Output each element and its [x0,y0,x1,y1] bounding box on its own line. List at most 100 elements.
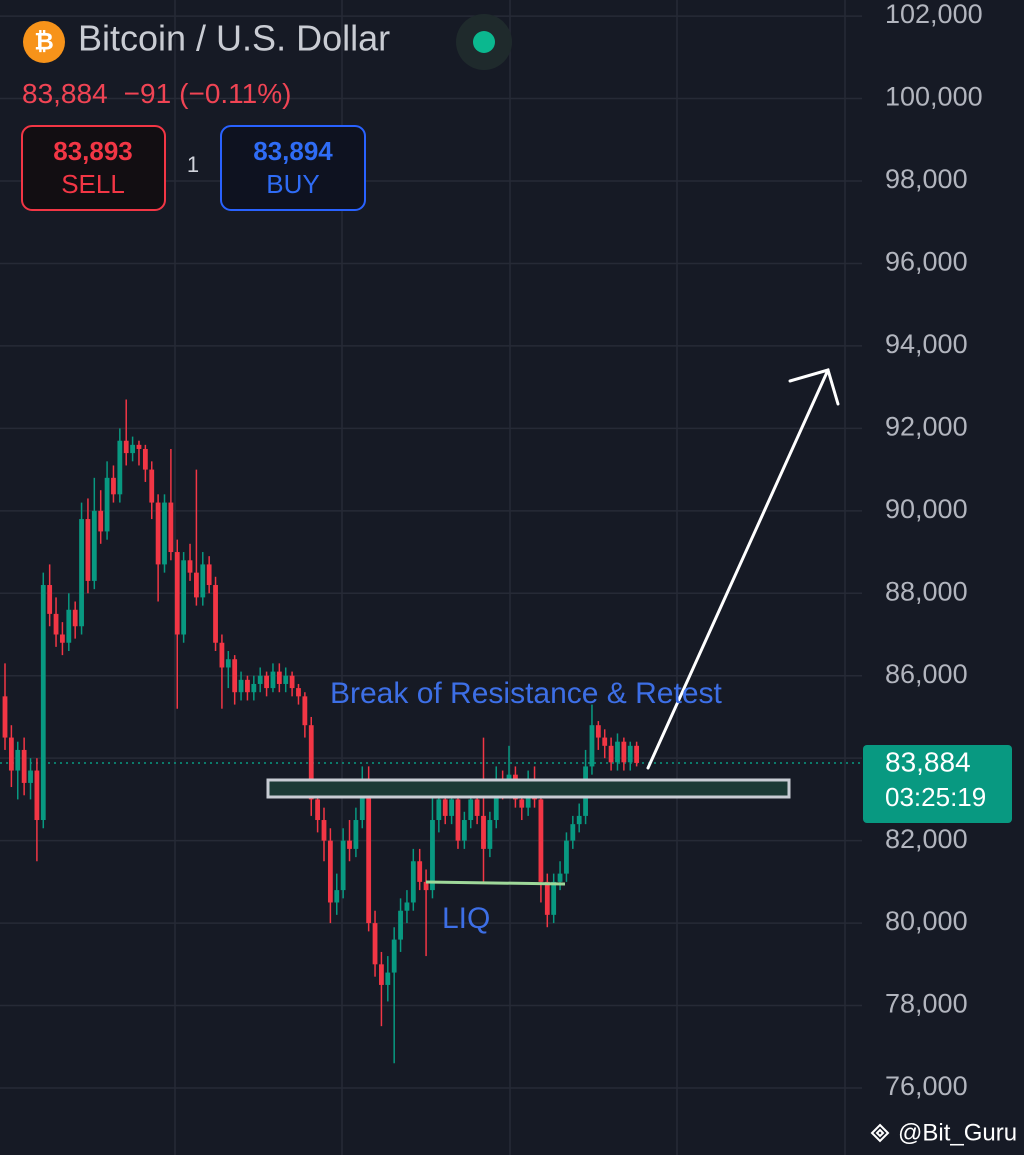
candle-body [270,671,276,689]
candle-body [219,642,225,668]
candle-body [404,902,410,911]
candle-body [232,659,238,693]
candle-body [493,778,499,821]
candle-body [461,820,467,841]
candle-body [385,972,391,985]
candle-body [85,519,91,581]
candle-body [449,799,454,816]
candle-body [168,502,174,553]
candle-body [21,749,27,783]
candle-body [615,741,620,763]
candle-body [570,824,576,841]
candle-body [487,820,493,849]
y-tick-label: 96,000 [885,247,968,277]
arrow [646,368,840,770]
candle-body [372,923,378,965]
candle-body [213,585,218,643]
candle-body [28,770,33,783]
candle-body [576,815,582,825]
candle-body [181,560,187,635]
candle-body [162,502,167,565]
symbol-title: Bitcoin / U.S. Dollar [78,18,390,59]
coin-icon [23,21,65,63]
resistance-zone [266,778,791,799]
candle-body [238,679,244,693]
watermark: @Bit_Guru [898,1119,1017,1146]
price-badge-countdown: 03:25:19 [885,782,986,812]
candle-body [34,770,40,821]
candle-body [47,585,53,614]
candle-body [251,683,257,693]
candle-body [544,881,550,915]
candle-body [257,675,263,684]
sell-button[interactable] [21,125,166,211]
candle-body [206,564,212,586]
watermark-icon [870,1123,890,1143]
candle-body [276,671,282,684]
candle-body [430,820,435,891]
candle-body [15,749,21,771]
candle-body [442,799,448,816]
candle-body [283,675,289,684]
candle-body [621,741,627,763]
y-tick-label: 90,000 [885,494,968,524]
candle-body [40,585,46,821]
y-tick-label: 102,000 [885,0,983,29]
price-badge-price: 83,884 [885,746,971,777]
candle-body [155,502,161,565]
candle-body [564,840,569,874]
candle-body [519,799,525,808]
candle-body [551,881,557,915]
arrow-shaft [646,368,830,770]
candle-body [289,675,295,689]
candle-body [595,725,601,738]
candle-body [474,799,480,816]
y-tick-label: 80,000 [885,906,968,936]
candle-body [327,840,333,903]
candle-body [130,444,135,454]
y-tick-label: 98,000 [885,164,968,194]
candle-body [187,560,193,573]
candle-body [334,890,340,903]
candle-body [194,572,199,598]
y-tick-label: 86,000 [885,659,968,689]
candle-body [136,444,142,449]
candle-body [627,745,633,763]
status-dot [473,31,495,53]
candle-body [60,634,65,643]
y-tick-label: 94,000 [885,329,968,359]
candle-body [340,840,346,891]
candle-body [2,696,8,738]
sell-label: SELL [61,169,125,199]
y-tick-label: 100,000 [885,82,983,112]
candle-body [398,910,403,940]
candle-body [72,609,78,627]
candle-body [66,609,72,643]
change: −91 [124,78,172,109]
candle-body [111,477,116,495]
candle-body [608,745,614,763]
candle-body [200,564,206,598]
buy-button[interactable] [220,125,366,211]
y-tick-label: 88,000 [885,576,968,606]
candle-body [321,820,327,841]
liq-line [425,880,566,886]
candle-body [308,725,314,800]
y-tick-label: 76,000 [885,1071,968,1101]
buy-price: 83,894 [253,136,333,166]
candle-body [417,861,423,882]
candle-body [225,659,231,668]
candle-body [91,510,97,581]
candle-body [347,840,352,849]
candle-body [602,737,608,746]
candle-body [296,688,301,697]
y-tick-label: 92,000 [885,411,968,441]
arrow-head [788,368,840,406]
y-tick-label: 82,000 [885,824,968,854]
candle-body [359,782,365,821]
candle-body [123,440,129,454]
annotation: LIQ [442,902,490,935]
